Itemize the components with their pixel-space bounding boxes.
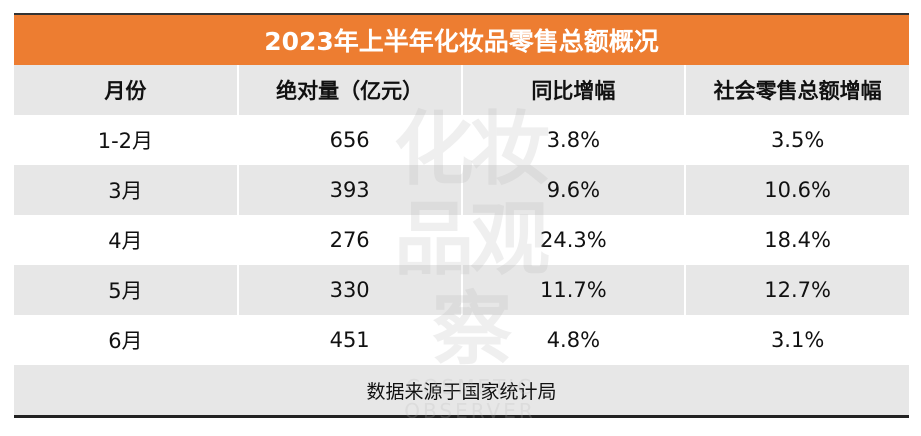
table-cell: 9.6%: [460, 165, 686, 215]
table-cell: 10.6%: [684, 165, 909, 215]
table-cell: 11.7%: [460, 265, 686, 315]
table-row: 5月 330 11.7% 12.7%: [14, 265, 909, 315]
data-table: 月份 绝对量（亿元） 同比增幅 社会零售总额增幅 1-2月 656 3.8% 3.5% 3月 3…: [14, 65, 909, 418]
table-row: 4月 276 24.3% 18.4%: [14, 215, 909, 265]
table-cell: 1-2月: [97, 129, 154, 153]
header-cell: 月份: [14, 65, 238, 115]
table-cell: 4月: [108, 229, 143, 253]
table-cell: 5月: [14, 265, 238, 315]
table-cell: 451: [236, 315, 462, 365]
table-cell: 330: [236, 265, 462, 315]
table-cell: 656: [236, 115, 462, 165]
table-cell: 4.8%: [460, 315, 686, 365]
table-cell: 24.3%: [460, 215, 686, 265]
table-card: 2023年上半年化妆品零售总额概况 月份 绝对量（亿元） 同比增幅 社会零售总额增幅 …: [14, 13, 909, 418]
header-cell: 绝对量（亿元）: [236, 65, 462, 115]
table-row: 6月 451 4.8% 3.1%: [14, 315, 909, 365]
source-note: 数据来源于国家统计局: [14, 365, 909, 418]
table-cell: 3月: [14, 165, 238, 215]
table-row: 3月 393 9.6% 10.6%: [14, 165, 909, 215]
table-row: 1-2月 656 3.8% 3.5%: [14, 115, 909, 165]
header-row: 月份 绝对量（亿元） 同比增幅 社会零售总额增幅: [14, 65, 909, 115]
table-cell: 3.8%: [460, 115, 686, 165]
header-cell: 同比增幅: [460, 65, 686, 115]
table-cell: 3.1%: [684, 315, 909, 365]
header-cell: 社会零售总额增幅: [684, 65, 909, 115]
table-cell: 393: [236, 165, 462, 215]
footer-row: 数据来源于国家统计局: [14, 365, 909, 418]
table-cell: 276: [236, 215, 462, 265]
table-cell: 3.5%: [684, 115, 909, 165]
table-cell: 18.4%: [684, 215, 909, 265]
table-title: 2023年上半年化妆品零售总额概况: [14, 13, 909, 65]
table-cell: 6月: [108, 329, 143, 353]
table-body: 1-2月 656 3.8% 3.5% 3月 393 9.6% 10.6% 4月 276 24.3% 1…: [14, 115, 909, 365]
table-cell: 12.7%: [684, 265, 909, 315]
